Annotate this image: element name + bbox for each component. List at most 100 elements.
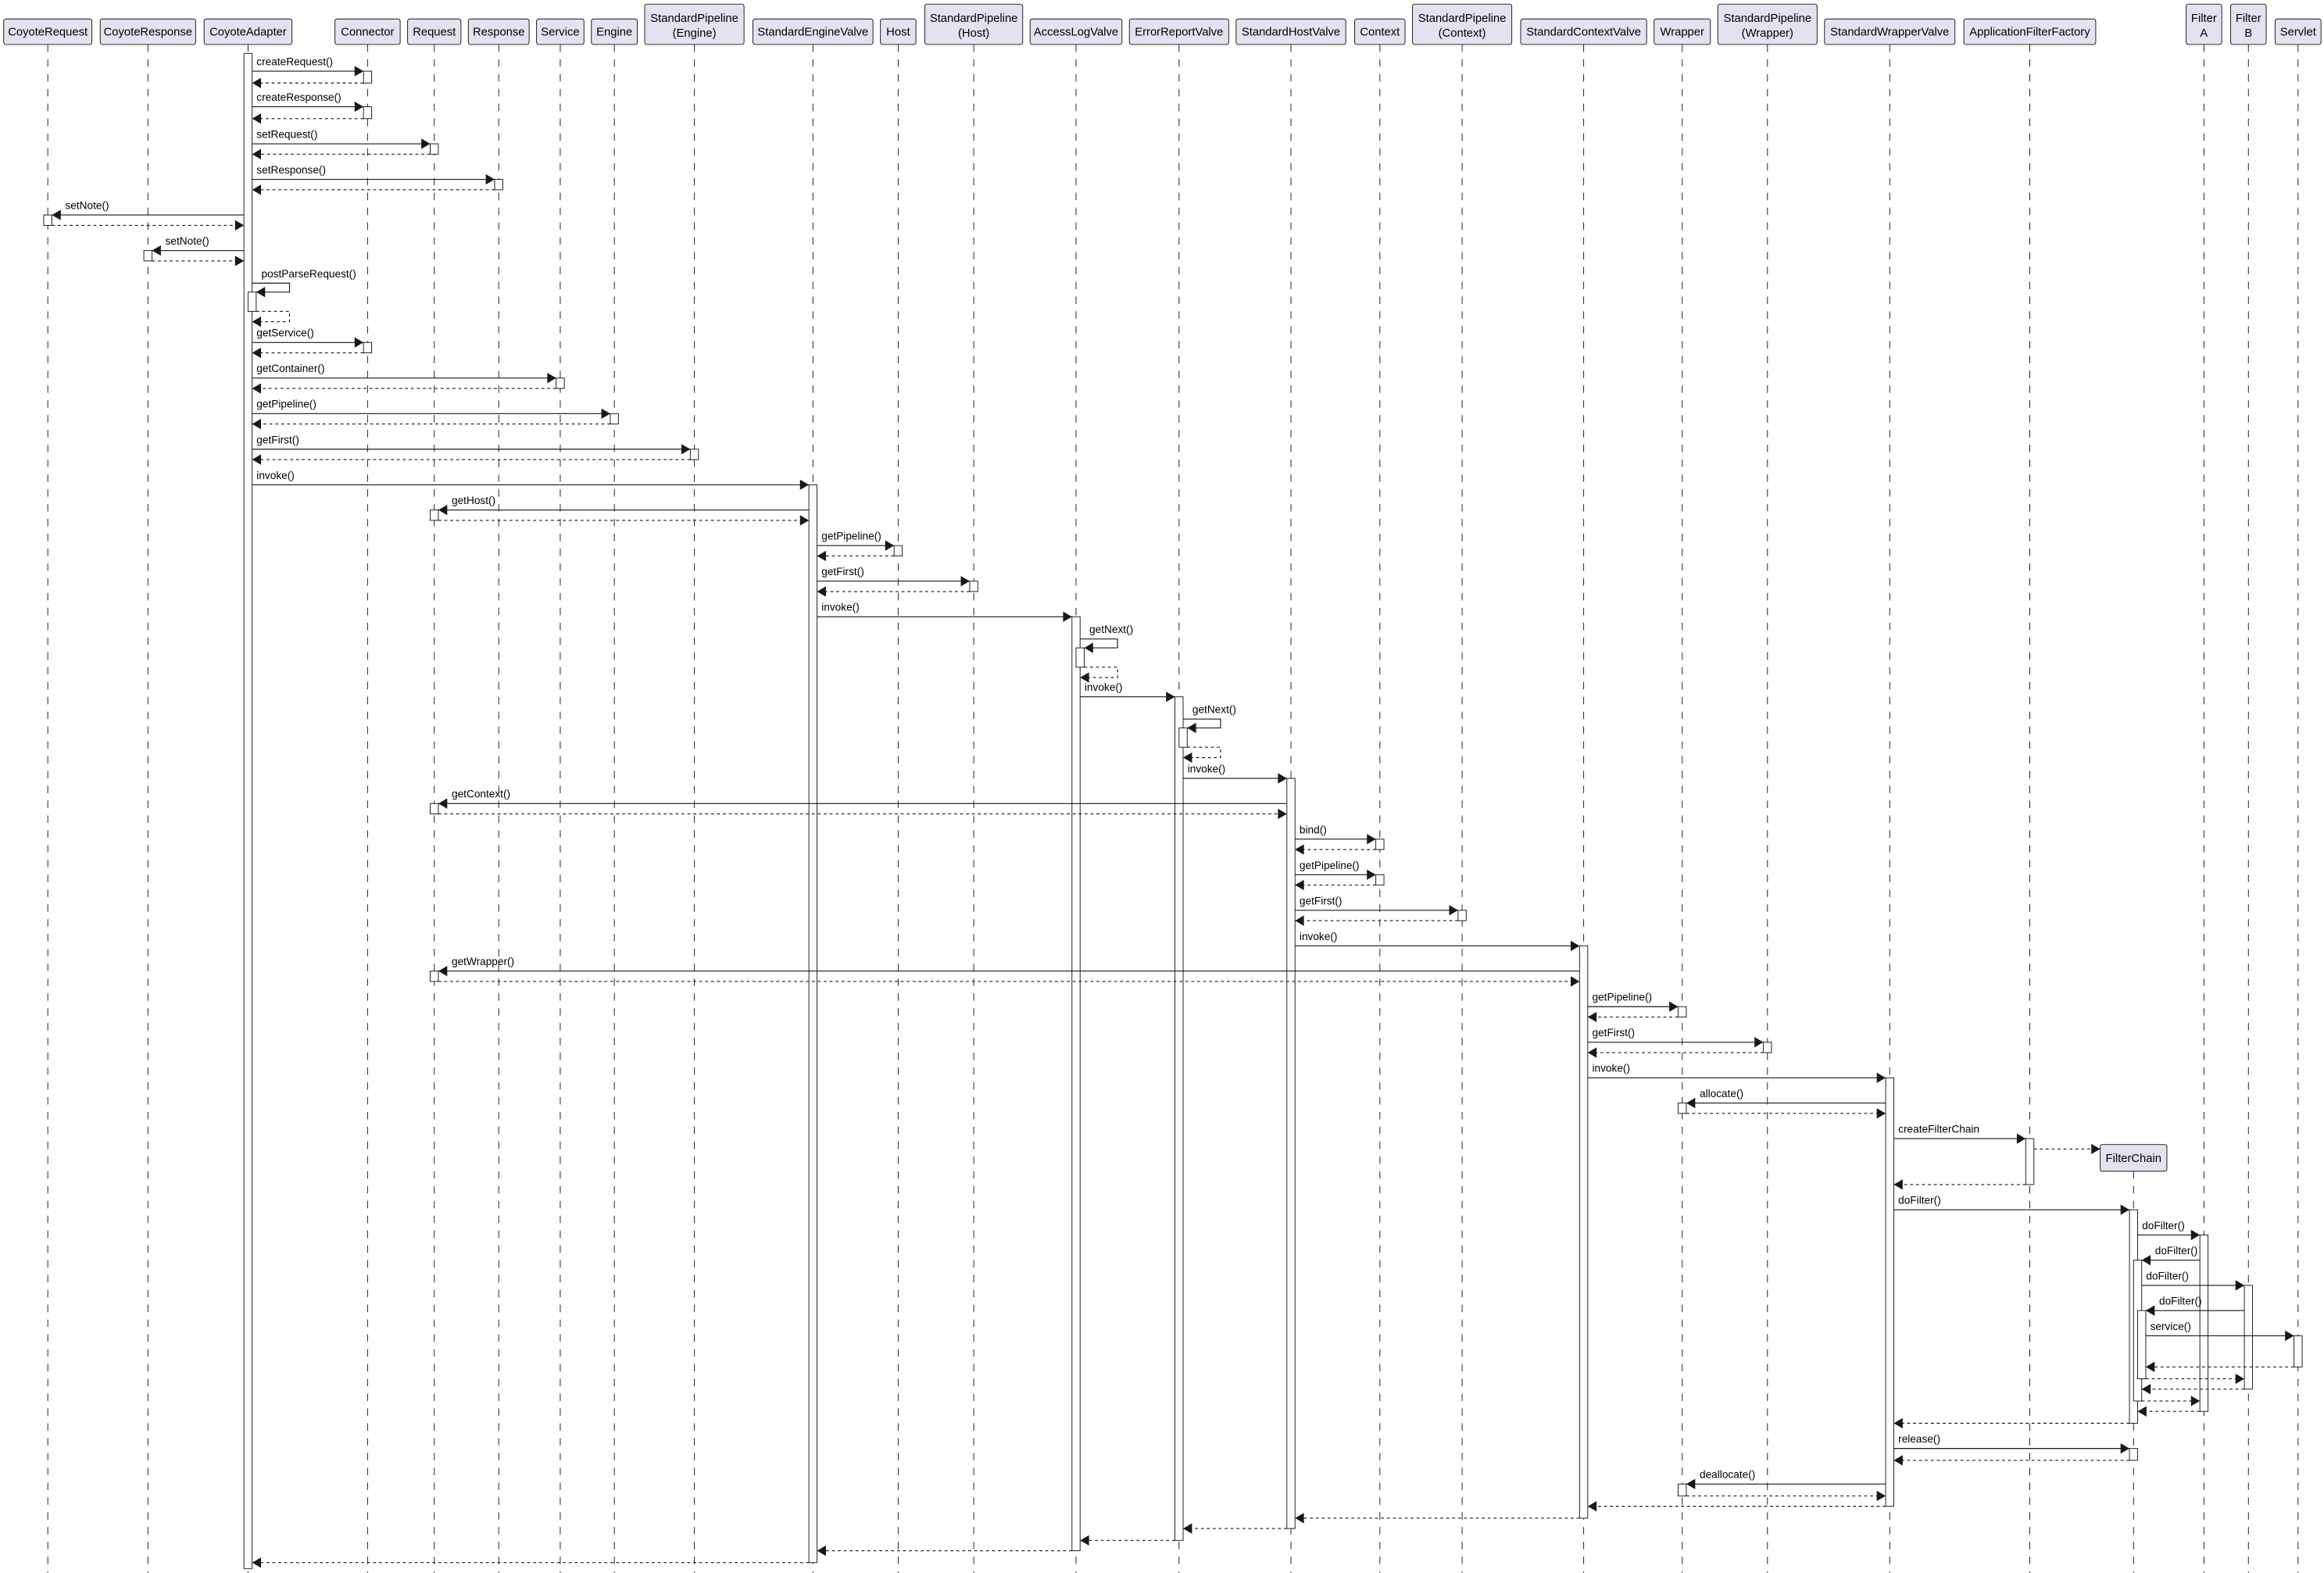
message-label: invoke() [1300, 931, 1338, 942]
activation-bar [1375, 874, 1385, 886]
message-getcontext: getContext() [438, 788, 1287, 809]
return-message [1893, 1455, 2130, 1466]
arrowhead-icon [1278, 808, 1287, 820]
return-message [817, 586, 970, 597]
activation-bar [363, 341, 373, 354]
arrowhead-icon [1295, 844, 1304, 855]
arrowhead-icon [2145, 1361, 2155, 1372]
message-getfirst: getFirst() [817, 566, 970, 587]
message-label: getPipeline() [821, 531, 881, 542]
arrowhead-icon [252, 77, 262, 88]
arrowhead-icon [2141, 1384, 2151, 1395]
return-message [1893, 1417, 2130, 1429]
return-message [1893, 1179, 2026, 1190]
participant-standardwrappervalve: StandardWrapperValve [1824, 18, 1956, 45]
return-message [252, 148, 431, 159]
return-message [817, 550, 895, 562]
activation-bar [2294, 1335, 2303, 1367]
message-getservice: getService() [252, 327, 364, 348]
arrowhead-icon [799, 515, 810, 526]
arrowhead-icon [2145, 1305, 2155, 1316]
message-arrow [1080, 638, 1118, 649]
activation-bars [43, 52, 2303, 1569]
arrowhead-icon [1571, 976, 1580, 987]
participant-standardpipeline-engine: StandardPipeline (Engine) [644, 3, 745, 45]
participant-box [407, 18, 462, 45]
message-label: createFilterChain [1898, 1124, 1979, 1135]
activation-bar [363, 70, 373, 84]
participant-label: AccessLogValve [1034, 27, 1118, 39]
message-label: setResponse() [256, 164, 326, 176]
arrowhead-icon [601, 408, 610, 419]
message-label: doFilter() [2146, 1270, 2189, 1282]
message-getcontainer: getContainer() [252, 363, 556, 384]
participant-box [1412, 3, 1513, 45]
message-getpipeline: getPipeline() [1295, 860, 1376, 881]
participant-box [536, 18, 585, 45]
participant-label: CoyoteAdapter [209, 27, 287, 39]
participant-request: Request [407, 18, 462, 45]
message-label: getNext() [1089, 624, 1133, 635]
arrowhead-icon [1754, 1037, 1764, 1048]
participant-box [3, 18, 93, 45]
return-message [2137, 1406, 2201, 1417]
participant-label: Request [413, 27, 456, 39]
arrowhead-icon [485, 173, 495, 185]
message-dofilter: doFilter() [2145, 1296, 2245, 1316]
participant-standardcontextvalve: StandardContextValve [1520, 18, 1647, 45]
activation-bar [2199, 1234, 2209, 1412]
participant-box [1235, 18, 1346, 45]
participant-label: FilterChain [2106, 1153, 2161, 1165]
message-setrequest: setRequest() [252, 128, 431, 149]
message-service: service() [2145, 1321, 2294, 1342]
arrowhead-icon [2285, 1330, 2294, 1342]
return-message [1686, 1490, 1886, 1501]
return-message [252, 310, 291, 327]
activation-bar [1579, 945, 1589, 1519]
message-label: invoke() [1188, 763, 1226, 774]
participant-label: A [2200, 27, 2208, 40]
message-getpipeline: getPipeline() [1587, 992, 1679, 1012]
participant-label: Engine [596, 27, 632, 39]
activation-bar [494, 179, 503, 191]
message-label: service() [2151, 1321, 2191, 1332]
arrowhead-icon [799, 479, 810, 491]
message-dofilter: doFilter() [2141, 1245, 2201, 1266]
message-label: getPipeline() [1300, 860, 1360, 871]
return-message [1183, 746, 1221, 763]
participant-label: StandardEngineValve [757, 27, 868, 39]
participant-box [753, 18, 874, 45]
arrowhead-icon [1080, 1535, 1089, 1546]
participant-connector: Connector [334, 18, 401, 45]
participant-label: Context [1360, 27, 1400, 39]
return-message [252, 113, 364, 124]
message-label: getFirst() [1593, 1027, 1636, 1039]
activation-bar [1678, 1006, 1687, 1017]
message-getnext: getNext() [1080, 624, 1133, 653]
activation-bar [243, 52, 253, 1569]
participant-label: (Wrapper) [1742, 27, 1793, 40]
arrowhead-icon [2016, 1133, 2026, 1144]
message-getfirst: getFirst() [252, 434, 691, 455]
participant-engine: Engine [591, 18, 638, 45]
message-createresponse: createResponse() [252, 91, 364, 113]
participant-box [2274, 18, 2322, 45]
arrowhead-icon [2235, 1373, 2245, 1385]
message-allocate: allocate() [1686, 1088, 1886, 1109]
participant-response: Response [467, 18, 530, 45]
message-label: getNext() [1192, 704, 1236, 716]
arrowhead-icon [1080, 672, 1089, 683]
arrowhead-icon [1587, 1500, 1597, 1512]
return-message [1080, 667, 1118, 683]
message-label: getService() [256, 327, 314, 339]
participant-accesslogvalve: AccessLogValve [1029, 18, 1123, 45]
return-message [1080, 1535, 1175, 1546]
participant-filter-b: Filter B [2230, 3, 2267, 45]
participant-label: StandardWrapperValve [1830, 27, 1949, 39]
message-label: postParseRequest() [261, 268, 356, 280]
arrowhead-icon [252, 1557, 262, 1568]
message-gethost: getHost() [438, 495, 810, 516]
message-label: getFirst() [821, 566, 864, 577]
participant-box [99, 18, 196, 45]
arrowhead-icon [152, 245, 161, 256]
